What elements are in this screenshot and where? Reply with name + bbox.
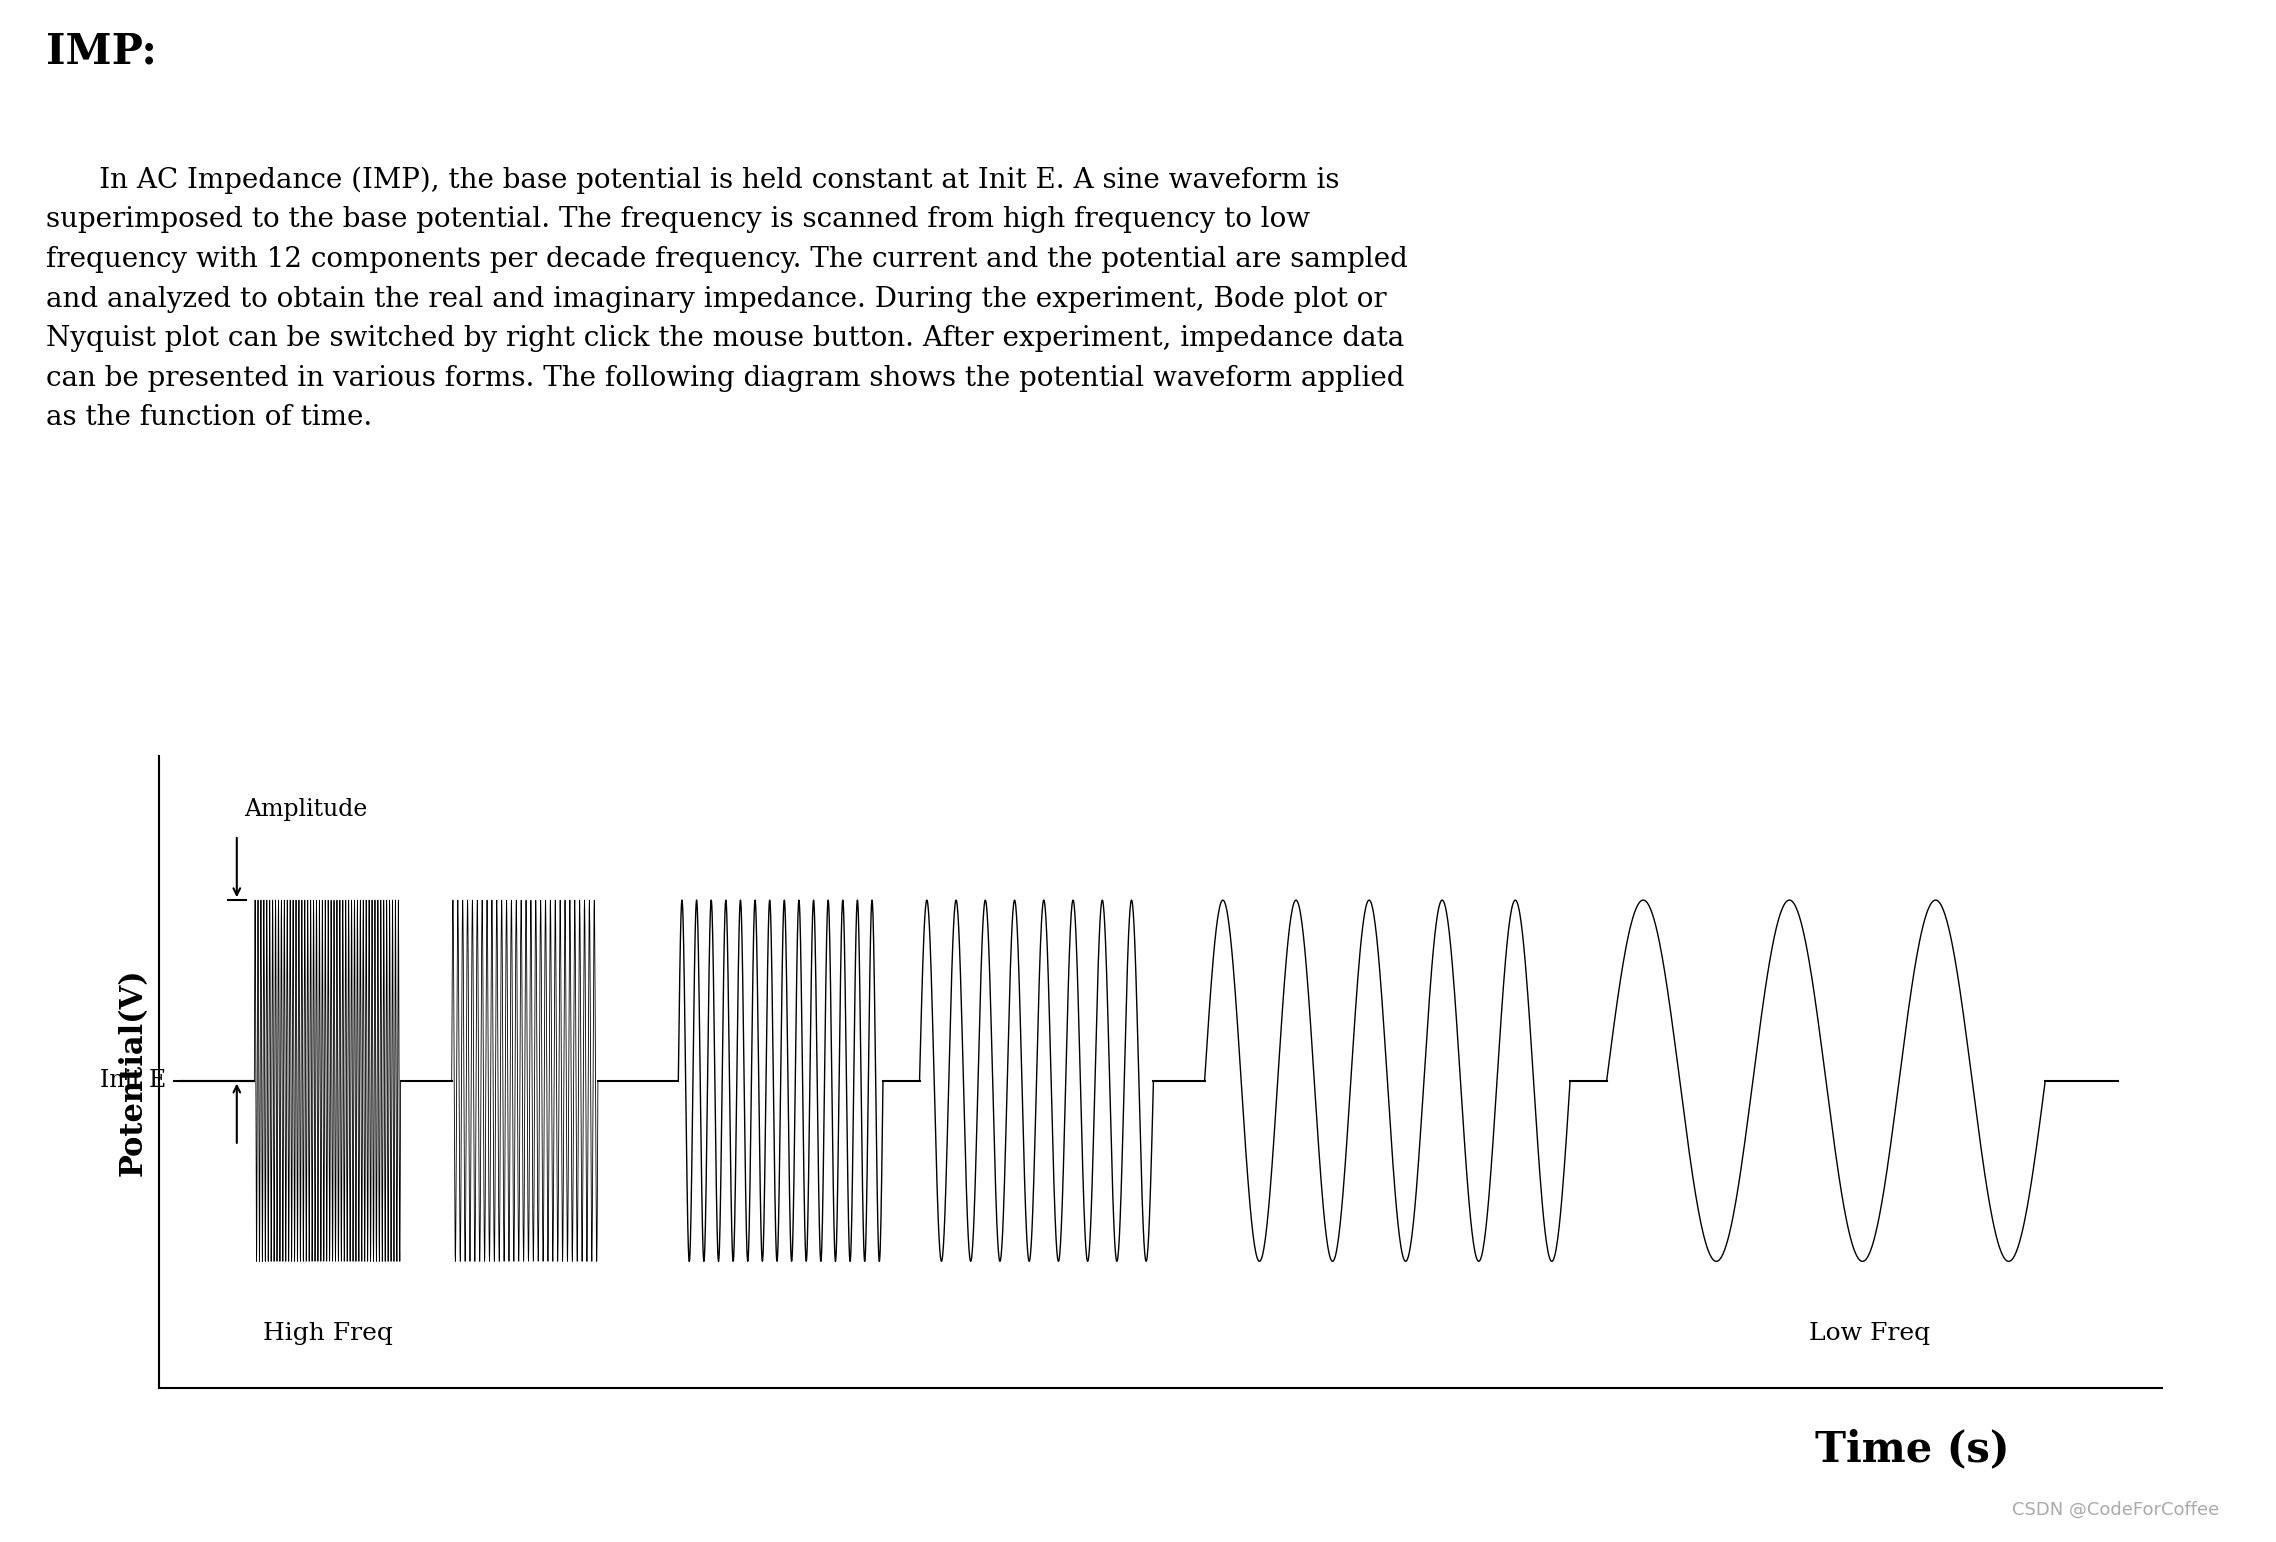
- Text: Init E: Init E: [100, 1069, 166, 1092]
- Y-axis label: Potential(V): Potential(V): [116, 968, 148, 1175]
- Text: IMP:: IMP:: [46, 31, 157, 72]
- Text: CSDN @CodeForCoffee: CSDN @CodeForCoffee: [2012, 1500, 2219, 1519]
- Text: Amplitude: Amplitude: [244, 797, 366, 820]
- Text: High Freq: High Freq: [262, 1321, 391, 1345]
- Text: Low Freq: Low Freq: [1809, 1321, 1930, 1345]
- Text: Time (s): Time (s): [1814, 1428, 2010, 1471]
- Text: In AC Impedance (IMP), the base potential is held constant at Init E. A sine wav: In AC Impedance (IMP), the base potentia…: [46, 167, 1407, 432]
